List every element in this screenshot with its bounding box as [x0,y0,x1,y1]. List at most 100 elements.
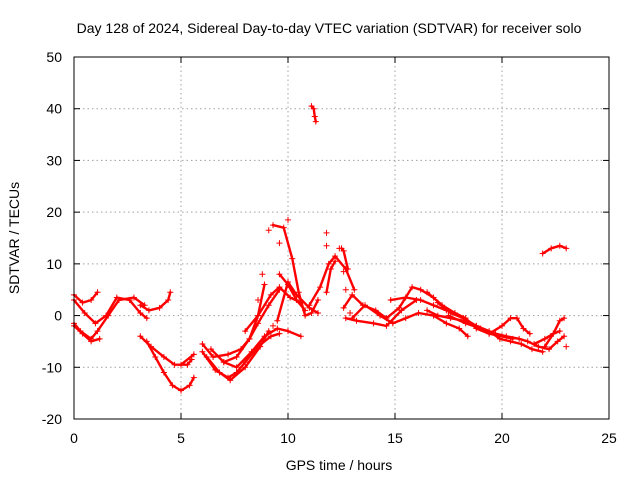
data-point [556,317,563,324]
data-point [297,333,304,340]
data-point [340,247,347,254]
chart-title: Day 128 of 2024, Sidereal Day-to-day VTE… [77,20,582,36]
data-point [460,315,467,322]
data-point [417,297,424,304]
data-point [561,333,568,340]
data-point [199,348,206,355]
data-point [233,364,240,371]
data-point [528,346,535,353]
data-point [434,299,441,306]
data-point [165,297,172,304]
data-point [225,351,232,358]
data-point [336,245,343,252]
data-point [207,346,214,353]
series-arc-zd [541,244,568,255]
data-point [492,330,499,337]
data-point [311,113,318,120]
data-point [190,374,197,381]
series-arc-f [139,335,193,366]
data-point [344,266,351,273]
data-point [276,271,283,278]
data-point [255,297,262,304]
data-point [314,309,321,316]
grid [74,57,609,419]
series-arc-v [351,304,469,338]
data-point [445,312,452,319]
data-point [79,299,86,306]
data-point [105,312,112,319]
data-point [130,294,137,301]
data-point [526,330,533,337]
data-point [349,291,356,298]
data-point [143,338,150,345]
data-point [248,348,255,355]
data-point [310,105,317,112]
data-point [216,369,223,376]
data-point [88,338,95,345]
plot-frame [73,56,610,420]
data-point [323,289,330,296]
series-arc-ze [310,104,317,123]
data-point [556,242,563,249]
y-tick-label: 20 [46,204,62,220]
data-point [81,309,88,316]
data-point [156,304,163,311]
data-point [554,338,561,345]
data-point [323,229,330,236]
data-point [190,351,197,358]
data-point [261,333,268,340]
data-point [94,328,101,335]
data-point [270,322,277,329]
series-arc-r [308,254,356,307]
data-point [516,335,523,342]
y-tick-label: 40 [46,101,62,117]
data-point [383,322,390,329]
data-point [255,312,262,319]
data-point [267,291,274,298]
data-point [353,317,360,324]
data-point [270,222,277,229]
data-point [285,216,291,223]
data-point [276,330,283,337]
data-point [96,335,103,342]
series-arc-zb [532,329,561,346]
data-point [518,341,525,348]
x-tick-label: 15 [387,430,403,446]
data-point [88,297,95,304]
series-arc-zc [543,317,566,348]
data-point [539,250,546,257]
data-point [462,320,469,327]
data-point [220,359,227,366]
data-point [347,309,354,316]
data-point [257,343,264,350]
data-point [546,346,553,353]
data-point [332,258,339,265]
data-point [227,377,234,384]
data-point [464,333,471,340]
data-point [79,330,86,337]
data-point [398,307,405,314]
data-point [430,302,437,309]
series-arc-e [139,291,172,312]
data-point [178,361,184,368]
data-point [387,297,394,304]
data-point [535,343,542,350]
x-tick-label: 20 [494,430,510,446]
data-point [389,320,396,327]
data-point [377,312,384,319]
y-tick-label: -10 [42,359,62,375]
data-point [417,286,424,293]
data-point [171,361,178,368]
data-series [71,103,570,394]
data-point [520,325,527,332]
y-tick-label: 30 [46,152,62,168]
data-point [203,353,210,360]
data-point [267,333,274,340]
series-arc-z [436,301,531,335]
data-point [255,320,262,327]
data-point [143,315,150,322]
data-point [280,224,287,231]
data-point [340,304,347,311]
data-point [145,307,152,314]
data-point [137,302,144,309]
